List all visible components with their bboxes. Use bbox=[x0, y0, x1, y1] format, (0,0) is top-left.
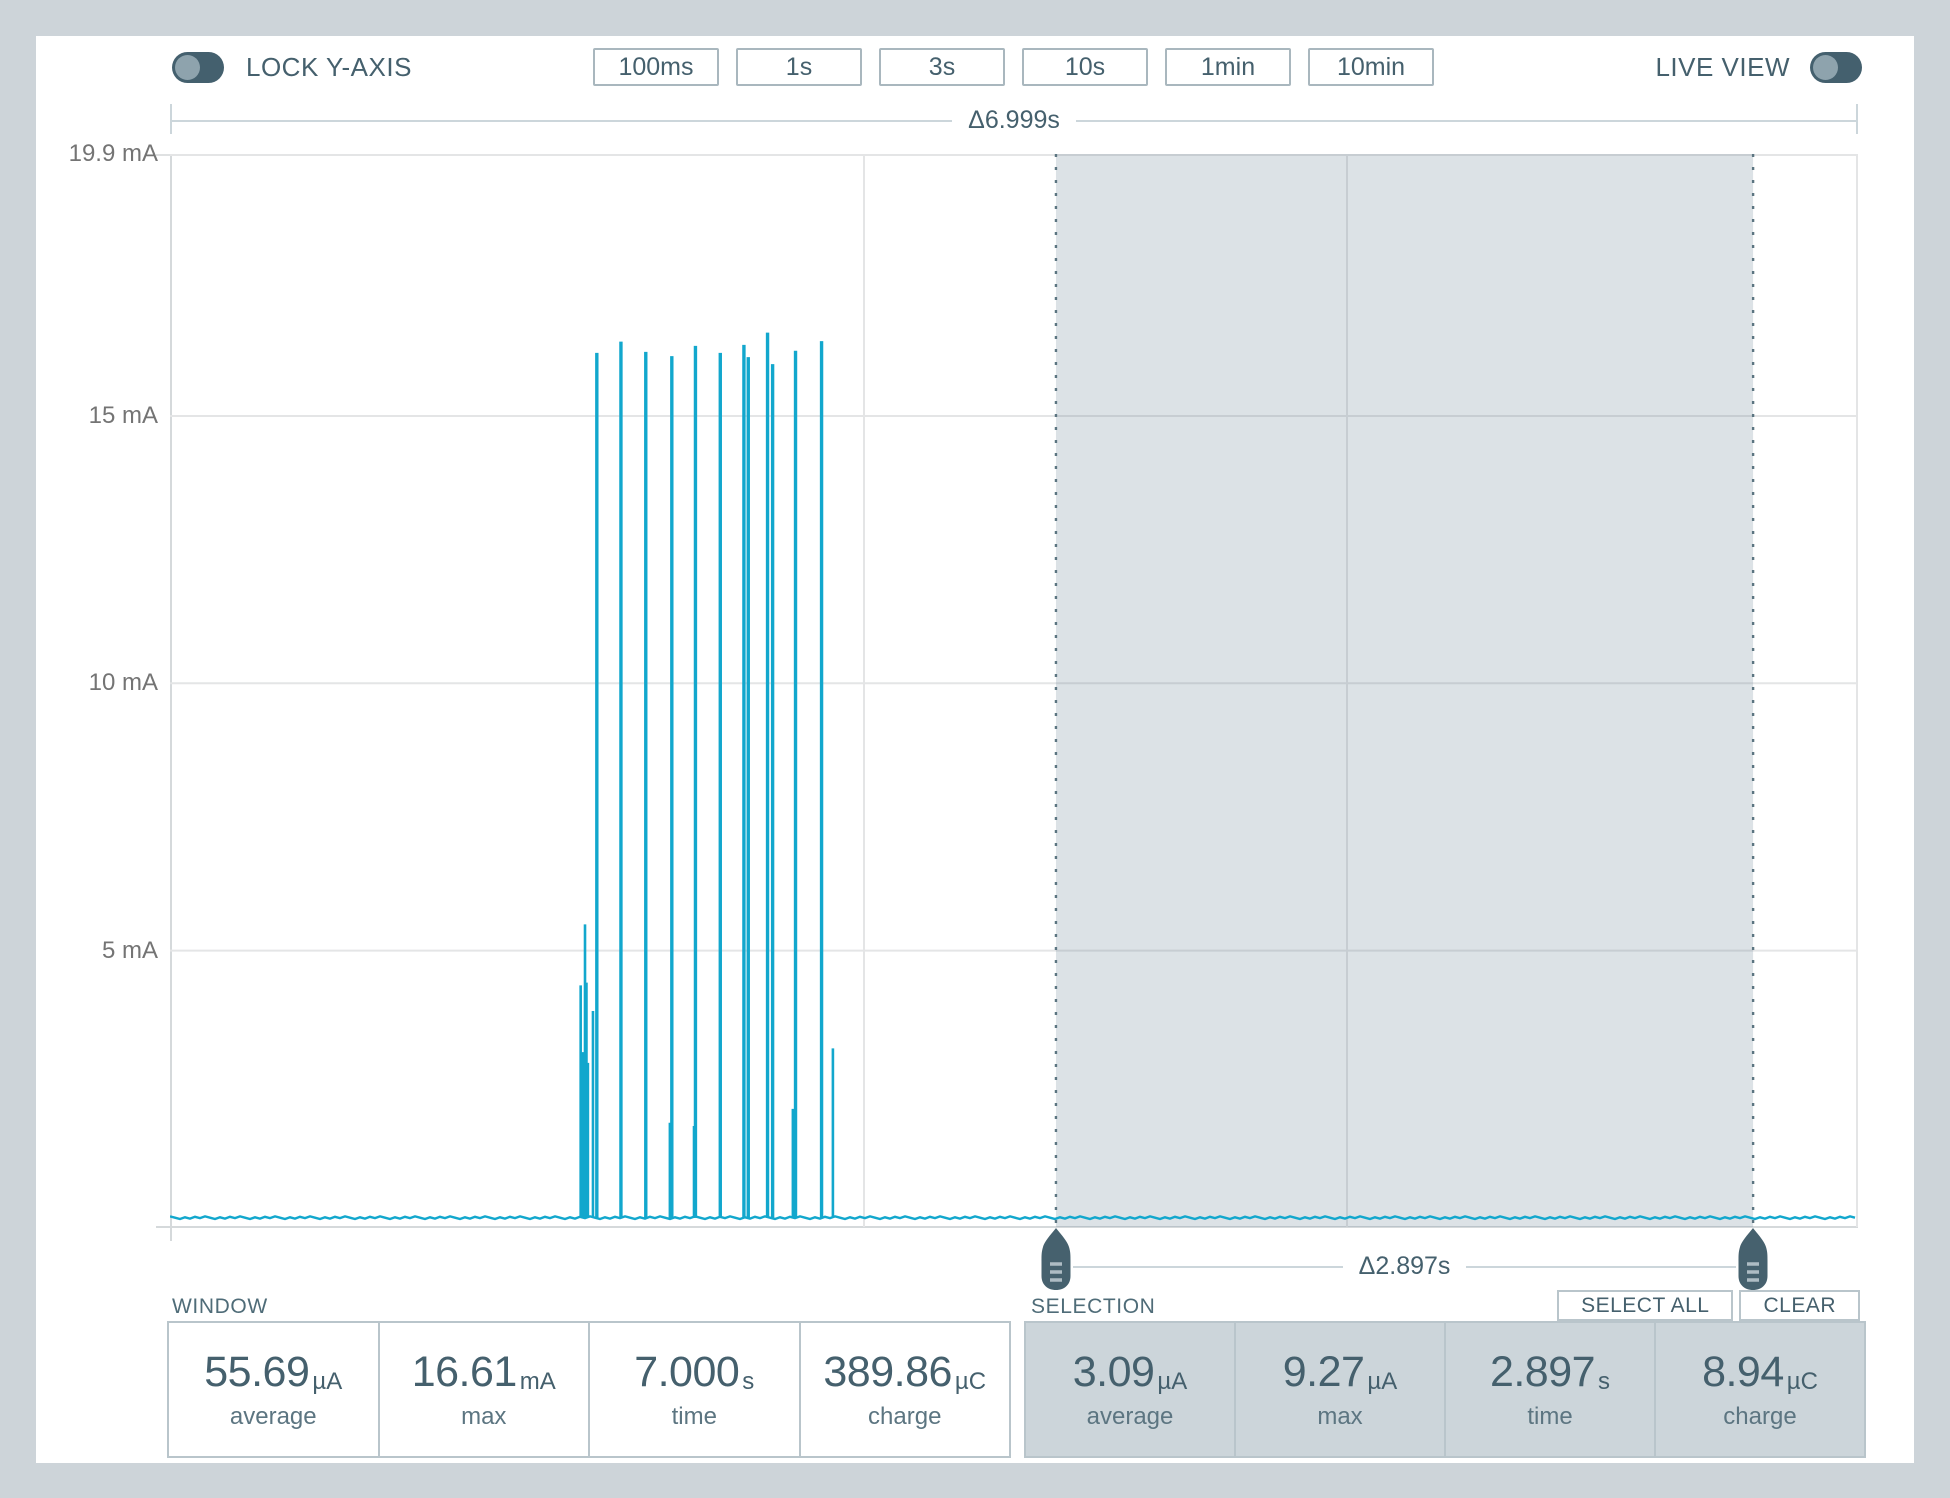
bracket-tick-left bbox=[170, 104, 172, 134]
stat-unit: µA bbox=[1157, 1368, 1188, 1395]
x-axis-line bbox=[156, 1226, 1858, 1228]
bracket-line bbox=[1072, 1265, 1343, 1268]
clear-button[interactable]: CLEAR bbox=[1739, 1290, 1860, 1321]
selection-handle-right[interactable] bbox=[1738, 1227, 1768, 1291]
stat-caption: max bbox=[1317, 1403, 1363, 1430]
bracket-line bbox=[172, 119, 953, 122]
selection-buttons: SELECT ALL CLEAR bbox=[1557, 1290, 1860, 1321]
selection-stats-panel: 3.09 µA average 9.27 µA max 2.897 s time 8.94 µC ch… bbox=[1024, 1321, 1866, 1458]
toggle-knob-icon bbox=[175, 55, 200, 80]
stat-number: 389.86 bbox=[823, 1348, 952, 1396]
bracket-line bbox=[1466, 1265, 1737, 1268]
zoom-button-3s[interactable]: 3s bbox=[879, 48, 1005, 86]
stat-unit: µC bbox=[1786, 1368, 1818, 1395]
selection-stat-max: 9.27 µA max bbox=[1236, 1323, 1446, 1456]
selection-delta-label: Δ2.897s bbox=[1358, 1252, 1451, 1280]
window-stat-charge: 389.86 µC charge bbox=[801, 1323, 1010, 1456]
stat-caption: charge bbox=[1723, 1403, 1797, 1430]
main-card bbox=[36, 36, 1914, 1463]
y-axis-tick-label: 15 mA bbox=[88, 401, 158, 429]
lock-y-axis-label: LOCK Y-AXIS bbox=[246, 52, 412, 82]
y-axis-tick-label: 10 mA bbox=[88, 669, 158, 697]
window-stat-time: 7.000 s time bbox=[590, 1323, 801, 1456]
stat-unit: µA bbox=[1367, 1368, 1398, 1395]
y-axis-tick-label: 5 mA bbox=[101, 936, 158, 964]
stat-number: 16.61 bbox=[411, 1348, 518, 1396]
stat-value: 2.897 s bbox=[1490, 1348, 1610, 1397]
live-view-wrap: LIVE VIEW bbox=[1655, 52, 1862, 83]
selection-stat-charge: 8.94 µC charge bbox=[1656, 1323, 1864, 1456]
stat-caption: max bbox=[461, 1403, 507, 1430]
window-stats-panel: 55.69 µA average 16.61 mA max 7.000 s time 389.86… bbox=[167, 1321, 1011, 1458]
window-stat-max: 16.61 mA max bbox=[380, 1323, 590, 1456]
window-stat-average: 55.69 µA average bbox=[169, 1323, 380, 1456]
stat-value: 16.61 mA bbox=[412, 1348, 556, 1397]
zoom-button-1min[interactable]: 1min bbox=[1165, 48, 1291, 86]
stat-number: 8.94 bbox=[1702, 1348, 1784, 1396]
stat-caption: average bbox=[229, 1403, 317, 1430]
stat-caption: charge bbox=[868, 1403, 942, 1430]
stat-number: 2.897 bbox=[1489, 1348, 1596, 1396]
y-axis-line bbox=[170, 154, 172, 1241]
selection-delta-bracket: Δ2.897s bbox=[1072, 1252, 1737, 1280]
stat-unit: s bbox=[1598, 1368, 1611, 1395]
stat-unit: µC bbox=[954, 1368, 987, 1395]
selection-section-label: SELECTION bbox=[1031, 1295, 1156, 1318]
stat-number: 7.000 bbox=[634, 1348, 740, 1396]
stat-caption: average bbox=[1086, 1403, 1174, 1430]
zoom-button-100ms[interactable]: 100ms bbox=[593, 48, 719, 86]
stat-unit: s bbox=[742, 1368, 755, 1395]
stat-value: 55.69 µA bbox=[204, 1348, 342, 1397]
toggle-knob-icon bbox=[1813, 55, 1838, 80]
chart-plot-area[interactable] bbox=[169, 154, 1858, 1227]
zoom-button-10s[interactable]: 10s bbox=[1022, 48, 1148, 86]
stat-value: 9.27 µA bbox=[1283, 1348, 1398, 1397]
selection-handle-left[interactable] bbox=[1041, 1227, 1071, 1291]
stat-value: 8.94 µC bbox=[1702, 1348, 1818, 1397]
zoom-button-1s[interactable]: 1s bbox=[736, 48, 862, 86]
window-delta-bracket: Δ6.999s bbox=[172, 106, 1857, 134]
y-axis-tick-label: 19.9 mA bbox=[68, 140, 158, 167]
baseline-trace bbox=[169, 1215, 1856, 1221]
selection-region bbox=[1055, 154, 1754, 1227]
stat-number: 3.09 bbox=[1072, 1348, 1155, 1396]
stat-caption: time bbox=[671, 1403, 717, 1430]
stat-number: 9.27 bbox=[1282, 1348, 1365, 1396]
zoom-button-10min[interactable]: 10min bbox=[1308, 48, 1434, 86]
stat-number: 55.69 bbox=[204, 1348, 310, 1396]
live-view-toggle[interactable] bbox=[1810, 52, 1862, 83]
stat-caption: time bbox=[1527, 1403, 1573, 1430]
zoom-button-row: 100ms 1s 3s 10s 1min 10min bbox=[593, 48, 1434, 86]
stat-value: 389.86 µC bbox=[823, 1348, 986, 1397]
selection-stat-average: 3.09 µA average bbox=[1026, 1323, 1236, 1456]
stat-value: 7.000 s bbox=[634, 1348, 754, 1397]
lock-y-axis-toggle[interactable] bbox=[172, 52, 224, 83]
bracket-line bbox=[1075, 119, 1857, 122]
bracket-tick-right bbox=[1856, 104, 1858, 134]
selection-stat-time: 2.897 s time bbox=[1446, 1323, 1656, 1456]
window-section-label: WINDOW bbox=[172, 1295, 268, 1318]
window-delta-label: Δ6.999s bbox=[968, 106, 1060, 134]
select-all-button[interactable]: SELECT ALL bbox=[1557, 1290, 1734, 1321]
stat-unit: mA bbox=[519, 1368, 556, 1395]
stat-value: 3.09 µA bbox=[1073, 1348, 1188, 1397]
stat-unit: µA bbox=[312, 1368, 343, 1395]
live-view-label: LIVE VIEW bbox=[1655, 52, 1790, 82]
top-grid-overhang bbox=[156, 154, 172, 156]
